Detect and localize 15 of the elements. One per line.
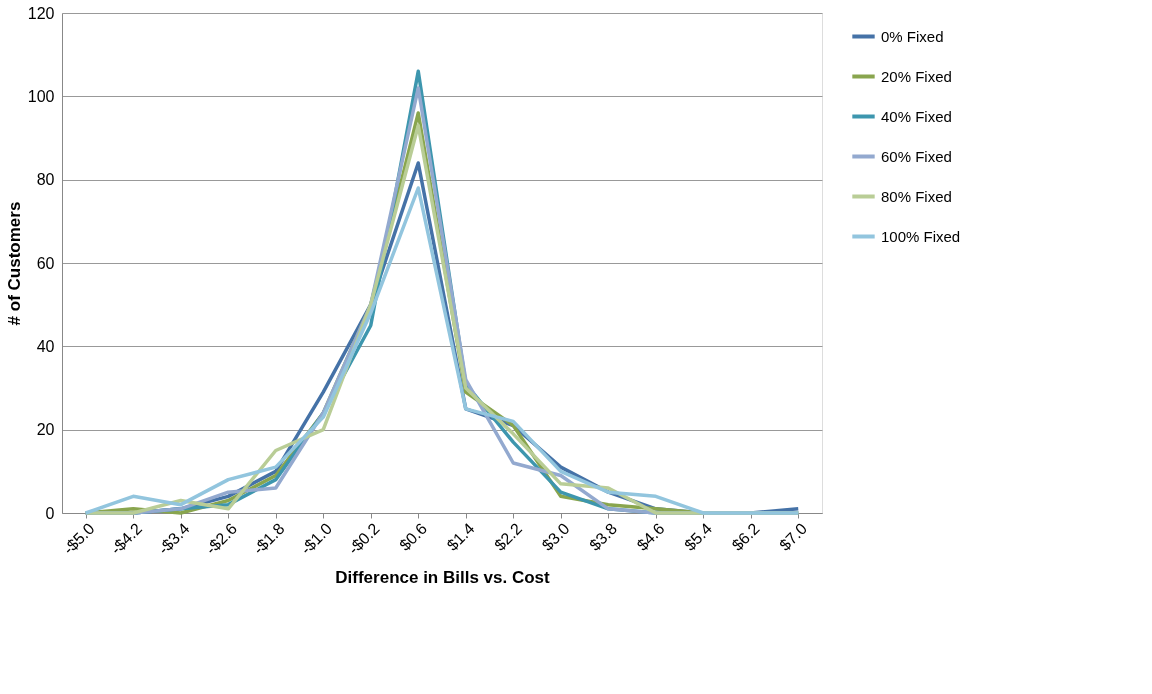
y-tick-label: 120: [27, 4, 55, 22]
y-tick-label: 60: [36, 254, 55, 272]
y-tick-label: 100: [27, 87, 55, 105]
legend-label: 0% Fixed: [881, 27, 944, 45]
y-axis-title: # of Customers: [4, 201, 24, 326]
y-tick-label: 80: [36, 171, 55, 189]
legend-label: 40% Fixed: [881, 107, 952, 125]
legend-label: 100% Fixed: [881, 227, 961, 245]
y-tick-label: 40: [36, 337, 55, 355]
y-tick-label: 20: [36, 421, 55, 439]
legend-label: 80% Fixed: [881, 187, 952, 205]
y-tick-label: 0: [45, 504, 55, 522]
legend-label: 20% Fixed: [881, 67, 952, 85]
legend-label: 60% Fixed: [881, 147, 952, 165]
x-axis-title: Difference in Bills vs. Cost: [335, 567, 551, 587]
